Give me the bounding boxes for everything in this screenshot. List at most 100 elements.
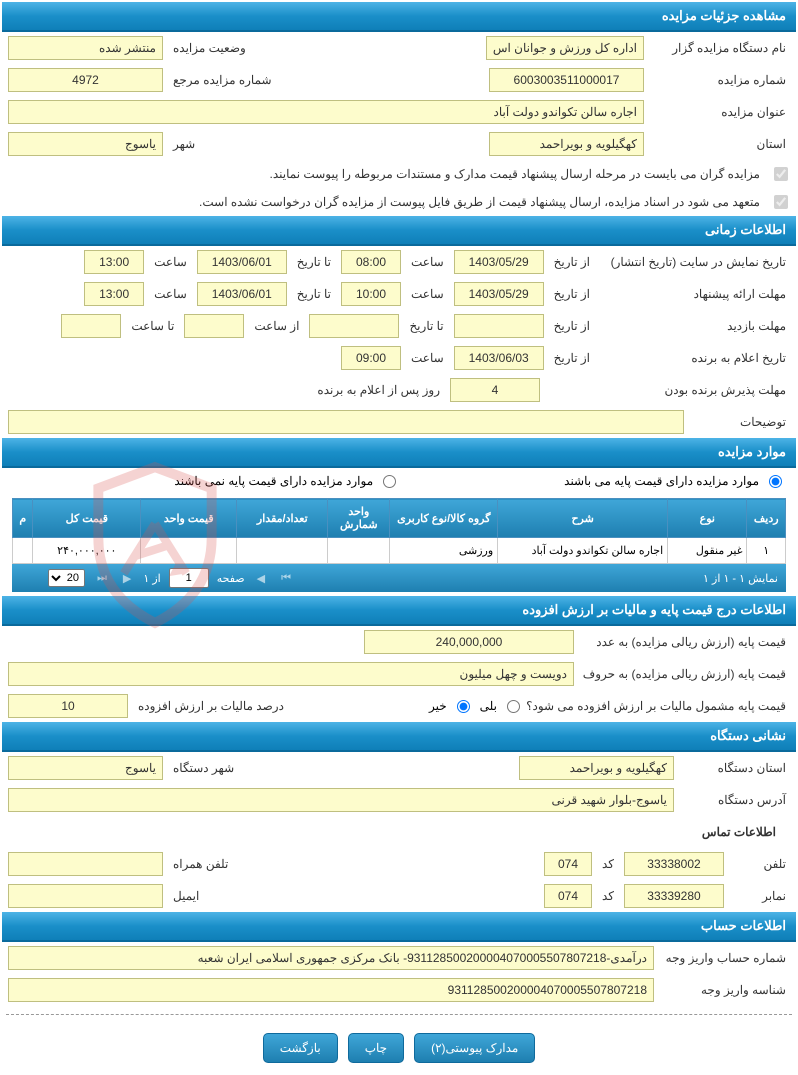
td-desc: اجاره سالن تکواندو دولت آباد (498, 538, 668, 564)
acc-label: شماره حساب واریز وجه (660, 951, 790, 965)
td-unit-price (141, 538, 237, 564)
pager-first-icon[interactable]: ⏮ (277, 572, 295, 585)
back-button[interactable]: بازگشت (263, 1033, 338, 1063)
fax-code-label: کد (598, 889, 618, 903)
section-header-details: مشاهده جزئیات مزایده (2, 2, 796, 32)
fax-label: نمابر (730, 889, 790, 903)
from-date-label-2: از تاریخ (550, 287, 594, 301)
province-value: کهگیلویه و بویراحمد (489, 132, 644, 156)
vat-no-label: خیر (429, 699, 447, 713)
hour-label-1: ساعت (407, 255, 448, 269)
desc-label: توضیحات (690, 415, 790, 429)
pager-prev-icon[interactable]: ◀ (253, 572, 269, 585)
pager-page-label: صفحه (217, 572, 245, 585)
th-row: ردیف (747, 499, 786, 538)
display-from-time: 08:00 (341, 250, 401, 274)
to-hour-label: تا ساعت (127, 319, 178, 333)
proposal-from-date: 1403/05/29 (454, 282, 544, 306)
fax-value: 33339280 (624, 884, 724, 908)
base-text-label: قیمت پایه (ارزش ریالی مزایده) به حروف (580, 667, 790, 681)
hour-label-3: ساعت (407, 287, 448, 301)
from-date-label-4: از تاریخ (550, 351, 594, 365)
print-button[interactable]: چاپ (348, 1033, 404, 1063)
pager-next-icon[interactable]: ▶ (119, 572, 135, 585)
radio-has-input[interactable] (769, 475, 782, 488)
addr-province-value: کهگیلویه و بویراحمد (519, 756, 674, 780)
attachments-button[interactable]: مدارک پیوستی(۲) (414, 1033, 535, 1063)
vat-yes-label: بلی (480, 699, 497, 713)
vat-yes-input[interactable] (507, 700, 520, 713)
proposal-from-time: 10:00 (341, 282, 401, 306)
td-unit (328, 538, 390, 564)
vat-no-input[interactable] (457, 700, 470, 713)
phone-code-label: کد (598, 857, 618, 871)
desc-value (8, 410, 684, 434)
table-header-row: ردیف نوع شرح گروه کالا/نوع کاربری واحد ش… (13, 499, 786, 538)
radio-no-base[interactable]: موارد مزایده دارای قیمت پایه نمی باشند (174, 474, 400, 488)
accept-label: مهلت پذیرش برنده بودن (600, 383, 790, 397)
num-value: 6003003511000017 (489, 68, 644, 92)
divider (6, 1014, 792, 1015)
table-pager: نمایش ۱ - ۱ از ۱ ⏮ ◀ صفحه از ۱ ▶ ⏭ 20 (12, 564, 786, 592)
base-text-value: دویست و چهل میلیون (8, 662, 574, 686)
addr-city-label: شهر دستگاه (169, 761, 238, 775)
pager-display: نمایش ۱ - ۱ از ۱ (703, 572, 778, 585)
section-header-items: موارد مزایده (2, 438, 796, 468)
check1-text: مزایده گران می بایست در مرحله ارسال پیشن… (262, 163, 768, 185)
td-group: ورزشی (390, 538, 498, 564)
base-num-value: 240,000,000 (364, 630, 574, 654)
visit-from-date (454, 314, 544, 338)
contact-heading: اطلاعات تماس (698, 825, 780, 839)
visit-from-time (184, 314, 244, 338)
visit-to-date (309, 314, 399, 338)
table-row[interactable]: ۱ غیر منقول اجاره سالن تکواندو دولت آباد… (13, 538, 786, 564)
base-num-label: قیمت پایه (ارزش ریالی مزایده) به عدد (580, 635, 790, 649)
vat-yes[interactable]: بلی (480, 699, 524, 713)
pager-last-icon[interactable]: ⏭ (93, 572, 111, 585)
vat-no[interactable]: خیر (429, 699, 474, 713)
proposal-to-date: 1403/06/01 (197, 282, 287, 306)
mobile-value (8, 852, 163, 876)
to-date-label-3: تا تاریخ (405, 319, 447, 333)
td-total: ۲۴۰,۰۰۰,۰۰۰ (33, 538, 141, 564)
from-hour-label: از ساعت (250, 319, 303, 333)
section-header-address: نشانی دستگاه (2, 722, 796, 752)
th-unit: واحد شمارش (328, 499, 390, 538)
th-group: گروه کالا/نوع کاربری (390, 499, 498, 538)
num-label: شماره مزایده (650, 73, 790, 87)
from-date-label-1: از تاریخ (550, 255, 594, 269)
pager-page-input[interactable] (169, 568, 209, 588)
mobile-label: تلفن همراه (169, 857, 232, 871)
section-header-price: اطلاعات درج قیمت پایه و مالیات بر ارزش ا… (2, 596, 796, 626)
phone-value: 33338002 (624, 852, 724, 876)
title-value: اجاره سالن تکواندو دولت آباد (8, 100, 644, 124)
radio-has-label: موارد مزایده دارای قیمت پایه می باشند (564, 474, 759, 488)
pager-of: از ۱ (143, 572, 160, 585)
vat-q-label: قیمت پایه مشمول مالیات بر ارزش افزوده می… (530, 699, 790, 713)
check2-text: متعهد می شود در اسناد مزایده، ارسال پیشن… (191, 191, 768, 213)
org-value: اداره کل ورزش و جوانان اس (486, 36, 644, 60)
radio-has-base[interactable]: موارد مزایده دارای قیمت پایه می باشند (564, 474, 786, 488)
phone-label: تلفن (730, 857, 790, 871)
ref-value: 4972 (8, 68, 163, 92)
email-label: ایمیل (169, 889, 203, 903)
visit-label: مهلت بازدید (600, 319, 790, 333)
org-label: نام دستگاه مزایده گزار (650, 41, 790, 55)
to-date-label-2: تا تاریخ (293, 287, 335, 301)
from-date-label-3: از تاریخ (550, 319, 594, 333)
proposal-to-time: 13:00 (84, 282, 144, 306)
section-header-account: اطلاعات حساب (2, 912, 796, 942)
radio-no-label: موارد مزایده دارای قیمت پایه نمی باشند (174, 474, 373, 488)
display-from-date: 1403/05/29 (454, 250, 544, 274)
pager-size-select[interactable]: 20 (48, 569, 85, 587)
display-to-date: 1403/06/01 (197, 250, 287, 274)
city-value: یاسوج (8, 132, 163, 156)
display-label: تاریخ نمایش در سایت (تاریخ انتشار) (600, 255, 790, 269)
proposal-label: مهلت ارائه پیشنهاد (600, 287, 790, 301)
hour-label-5: ساعت (407, 351, 448, 365)
radio-no-input[interactable] (383, 475, 396, 488)
th-total: قیمت کل (33, 499, 141, 538)
vat-pct-label: درصد مالیات بر ارزش افزوده (134, 699, 288, 713)
email-value (8, 884, 163, 908)
province-label: استان (650, 137, 790, 151)
